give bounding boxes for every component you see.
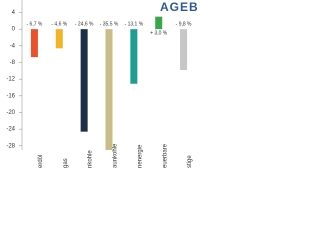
y-tick-label: -20: [6, 110, 15, 116]
bar: [55, 29, 63, 49]
y-tick-label: 0: [12, 27, 16, 33]
value-label: - 24,6 %: [75, 21, 94, 27]
chart: AGEB 4 0 -4 -8 -12 -16 -20 -24 -28 - 6,7 % erdöl - …: [6, 0, 199, 168]
y-tick-label: -4: [10, 43, 16, 49]
x-tick-label: gas: [63, 158, 69, 168]
bar: [130, 29, 138, 84]
y-tick-label: 4: [12, 10, 16, 16]
value-label: - 9,8 %: [176, 21, 192, 27]
bar: [180, 29, 188, 71]
value-label: - 6,7 %: [27, 21, 43, 27]
plot-area: [30, 16, 188, 150]
x-tick-label: stige: [187, 155, 193, 168]
x-tick-label: aunkohle: [113, 143, 119, 168]
value-label: - 13,1 %: [125, 21, 144, 27]
y-tick-label: -24: [6, 127, 15, 133]
y-tick-label: -28: [6, 143, 15, 149]
x-tick-label: nkohle: [88, 150, 94, 168]
value-label: - 35,5 %: [100, 21, 119, 27]
y-tick-label: -16: [6, 93, 15, 99]
bar: [105, 29, 113, 150]
logo: AGEB: [160, 0, 199, 14]
value-label: - 4,6 %: [51, 21, 67, 27]
y-tick-label: -8: [10, 60, 16, 66]
y-tick-label: -12: [6, 77, 15, 83]
x-tick-label: nenergie: [137, 144, 143, 168]
bar: [155, 16, 163, 30]
x-tick-label: euerbare: [162, 143, 168, 168]
x-tick-label: erdöl: [38, 155, 44, 168]
value-label: + 3,0 %: [150, 30, 168, 36]
bar: [30, 29, 38, 58]
bar: [80, 29, 88, 132]
